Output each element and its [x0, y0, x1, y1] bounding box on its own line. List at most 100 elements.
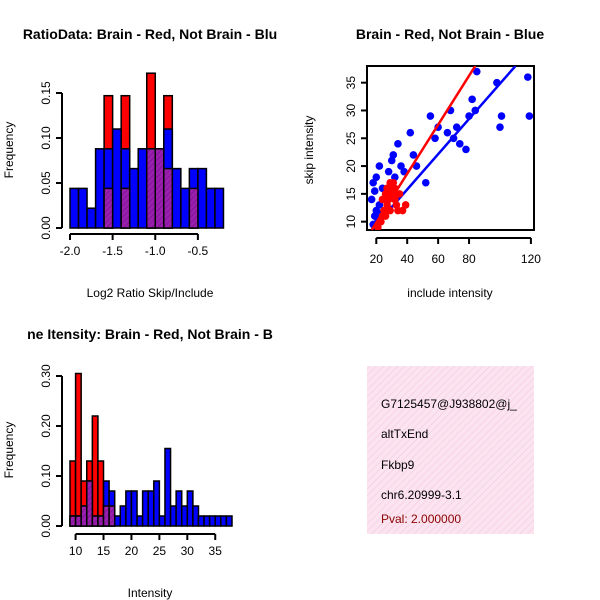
info-box-panel: G7125457@J938802@j_ altTxEnd Fkbp9 chr6.…	[367, 366, 534, 534]
intensity-histogram-bar-not-brain-13	[141, 490, 149, 527]
ratio-histogram-bar-not-brain-7	[128, 167, 139, 229]
intensity-histogram-bar-not-brain-14	[147, 490, 155, 527]
intensity-histogram-bar-overlap-2	[80, 505, 88, 527]
scatter-ylabel: skip intensity	[302, 116, 316, 185]
scatter-point-not-brain-27	[431, 134, 439, 143]
intensity-histogram-bar-not-brain-28	[225, 515, 233, 527]
scatter-point-not-brain-43	[525, 112, 534, 120]
intensity-histogram-bar-not-brain-10	[125, 490, 133, 527]
scatter-xtick-label-4: 120	[521, 252, 541, 266]
ratio-histogram-bar-not-brain-3	[94, 148, 105, 229]
ratio-histogram-bar-overlap-9	[145, 148, 157, 229]
scatter-point-brain-20	[398, 206, 407, 215]
scatter-xtick-label-0: 20	[370, 252, 384, 266]
intensity-histogram-bar-not-brain-25	[208, 515, 216, 527]
info-line-location: chr6.20999-3.1	[381, 488, 462, 502]
intensity-histogram-ylabel: Frequency	[2, 422, 16, 479]
intensity-histogram-bar-not-brain-8	[113, 515, 122, 527]
intensity-histogram-bar-not-brain-9	[119, 505, 127, 527]
intensity-histogram-bar-not-brain-19	[175, 490, 183, 527]
intensity-histogram-ytick-label-1: 0.10	[39, 464, 53, 488]
intensity-histogram-bar-not-brain-16	[158, 515, 166, 527]
intensity-histogram-ytick-label-0: 0.00	[39, 514, 53, 538]
ratio-histogram-bar-not-brain-0	[69, 187, 80, 229]
scatter-xlabel: include intensity	[407, 286, 492, 300]
scatter-xtick-label-1: 40	[401, 252, 415, 266]
ratio-histogram-ylabel: Frequency	[2, 122, 16, 179]
scatter-point-not-brain-29	[443, 128, 452, 137]
scatter-point-not-brain-4	[375, 201, 384, 209]
info-line-probe-id: G7125457@J938802@j_	[381, 397, 517, 411]
intensity-histogram-bar-not-brain-27	[220, 515, 228, 527]
scatter-point-not-brain-42	[524, 73, 532, 81]
intensity-scatter-panel: Brain - Red, Not Brain - Blue 20 40 60 80 12…	[302, 26, 544, 300]
scatter-point-not-brain-33	[455, 140, 464, 148]
scatter-axes: 20 40 60 80 120 10 15 20 25 30 35	[344, 76, 541, 266]
intensity-histogram-bar-not-brain-21	[186, 490, 194, 527]
ratio-histogram-bars	[69, 72, 225, 229]
scatter-point-not-brain-8	[369, 178, 377, 187]
ratio-histogram-bar-not-brain-17	[214, 187, 225, 229]
intensity-histogram-bar-not-brain-20	[180, 505, 189, 527]
ratio-histogram-bar-not-brain-1	[77, 187, 88, 229]
intensity-histogram-bar-brain-1	[74, 372, 82, 527]
scatter-point-brain-4	[381, 212, 390, 220]
intensity-histogram-bar-not-brain-12	[136, 515, 144, 527]
ratio-histogram-title: RatioData: Brain - Red, Not Brain - Blu	[23, 26, 277, 42]
scatter-ytick-label-3: 25	[344, 131, 358, 145]
scatter-point-not-brain-34	[462, 145, 470, 154]
scatter-point-not-brain-40	[496, 123, 504, 131]
scatter-ytick-label-5: 35	[344, 76, 358, 90]
scatter-title: Brain - Red, Not Brain - Blue	[356, 26, 544, 42]
intensity-histogram-ytick-label-2: 0.20	[39, 414, 53, 438]
intensity-histogram-bar-overlap-6	[102, 505, 110, 527]
ratio-histogram-bar-overlap-14	[188, 187, 199, 229]
ratio-histogram-xlabel: Log2 Ratio Skip/Include	[87, 286, 214, 300]
info-box-background	[367, 366, 534, 534]
ratio-histogram-ytick-label-0: 0.00	[39, 216, 53, 240]
intensity-histogram-title: ne Itensity: Brain - Red, Not Brain - B	[27, 326, 273, 342]
intensity-histogram-bar-not-brain-11	[130, 490, 138, 527]
intensity-histogram-xtick-label-2: 20	[125, 544, 139, 558]
intensity-histogram-bar-not-brain-17	[164, 447, 172, 527]
ratio-histogram-ytick-label-1: 0.05	[39, 171, 53, 195]
ratio-histogram-bar-overlap-4	[103, 187, 114, 229]
scatter-point-not-brain-20	[397, 162, 405, 170]
scatter-point-not-brain-13	[375, 162, 384, 170]
scatter-ytick-label-2: 20	[344, 159, 358, 173]
scatter-ytick-label-1: 15	[344, 187, 358, 201]
scatter-point-not-brain-41	[497, 112, 506, 120]
ratio-histogram-bar-not-brain-8	[137, 148, 148, 229]
intensity-histogram-bar-overlap-1	[74, 515, 82, 527]
ratio-histogram-bar-overlap-10	[154, 148, 165, 229]
scatter-xtick-label-2: 60	[431, 252, 445, 266]
scatter-point-not-brain-19	[394, 140, 402, 148]
intensity-histogram-bars	[69, 372, 233, 527]
ratio-histogram-xtick-label-3: -0.5	[188, 244, 209, 258]
intensity-histogram-panel: ne Itensity: Brain - Red, Not Brain - B …	[2, 326, 273, 600]
ratio-histogram-ytick-label-2: 0.10	[39, 126, 53, 150]
scatter-point-not-brain-25	[421, 178, 430, 187]
intensity-histogram-axes: 10 15 20 25 30 35 0.00 0.10 0.20 0.30	[39, 364, 222, 558]
intensity-histogram-xtick-label-3: 25	[153, 544, 167, 558]
intensity-histogram-bar-not-brain-22	[192, 505, 200, 527]
scatter-point-not-brain-6	[367, 195, 376, 204]
ratio-histogram-bar-overlap-11	[163, 167, 174, 229]
intensity-histogram-ytick-label-3: 0.30	[39, 364, 53, 388]
intensity-histogram-bar-not-brain-26	[214, 515, 222, 527]
intensity-histogram-xlabel: Intensity	[128, 586, 173, 600]
ratio-histogram-bar-not-brain-16	[205, 187, 216, 229]
intensity-histogram-xtick-label-5: 35	[209, 544, 223, 558]
intensity-histogram-xtick-label-4: 30	[181, 544, 195, 558]
scatter-ytick-label-4: 30	[344, 103, 358, 117]
intensity-histogram-bar-brain-4	[91, 415, 99, 527]
scatter-point-brain-7	[386, 206, 394, 215]
scatter-point-not-brain-9	[372, 173, 381, 181]
intensity-histogram-bar-overlap-5	[97, 515, 105, 527]
intensity-histogram-bar-overlap-3	[86, 480, 94, 527]
scatter-point-not-brain-26	[426, 112, 435, 120]
scatter-point-not-brain-36	[468, 95, 476, 104]
intensity-histogram-bar-overlap-4	[91, 515, 99, 527]
scatter-point-brain-21	[401, 201, 410, 209]
ratio-histogram-ytick-label-3: 0.15	[39, 81, 53, 105]
